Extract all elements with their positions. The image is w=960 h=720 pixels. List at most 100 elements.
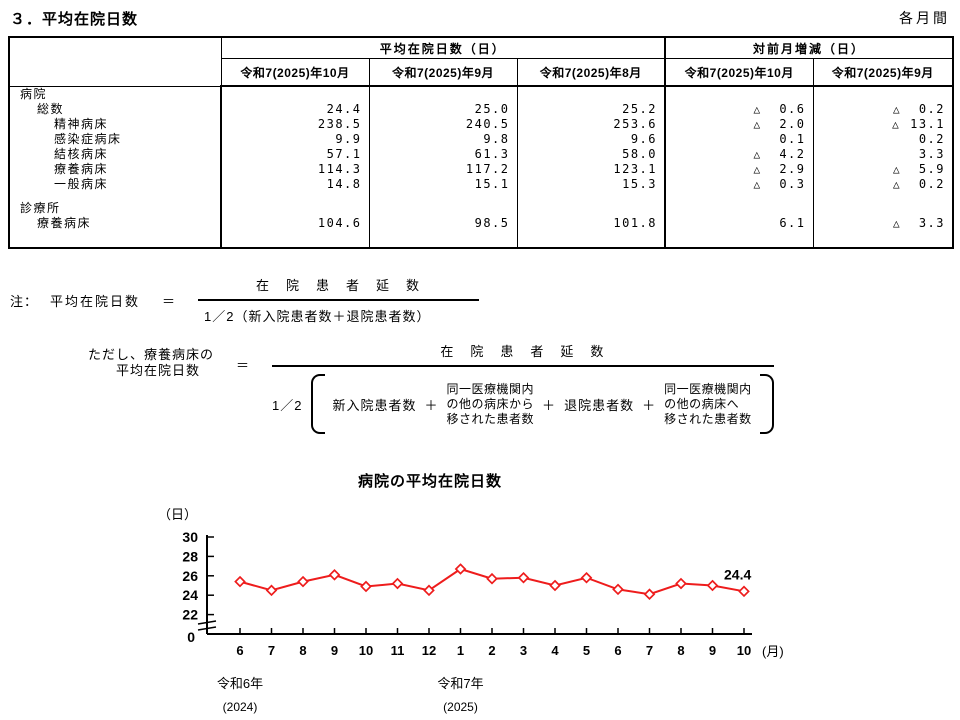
value-cell: 14.8 — [220, 177, 369, 192]
y-axis-unit-label: （日） — [158, 507, 197, 522]
group-header-average-stay: 平均在院日数（日） — [220, 36, 666, 59]
table-row: 感染症病床 9.9 9.8 9.6 0.1 0.2 — [9, 132, 953, 147]
axis-break-mark — [197, 626, 217, 631]
value-cell: 240.5 — [368, 117, 517, 132]
data-point-marker — [265, 584, 278, 597]
x-tick-label: 10 — [359, 643, 373, 658]
group-header-month-diff: 対前月増減（日） — [664, 36, 954, 59]
data-point-marker — [580, 571, 593, 584]
data-point-marker — [297, 575, 309, 588]
cell-number: 6.1 — [779, 216, 806, 230]
cell-number: 98.5 — [474, 216, 510, 230]
x-tick-label: 6 — [614, 643, 621, 658]
x-tick-label: 12 — [422, 643, 436, 658]
cell-number: 238.5 — [317, 117, 362, 131]
value-cell: 6.1 — [664, 216, 813, 248]
table-row: 一般病床 14.8 15.1 15.3 △ 0.3 △ 0.2 — [9, 177, 953, 192]
value-cell — [220, 192, 369, 216]
cell-number: 0.1 — [779, 132, 806, 146]
data-point-marker — [423, 584, 435, 597]
y-zero-label: 0 — [187, 629, 195, 645]
x-tick-label: 1 — [457, 643, 464, 658]
cell-number: 0.2 — [918, 132, 945, 146]
note-formula-average-stay: 注： 平均在院日数 ＝ 在 院 患 者 延 数 1／2（新入院患者数＋退院患者数… — [10, 275, 960, 325]
formula1-fraction: 在 院 患 者 延 数 1／2（新入院患者数＋退院患者数） — [198, 275, 480, 325]
cell-number: 9.8 — [483, 132, 510, 146]
cell-number: 114.3 — [317, 162, 362, 176]
cell-number: 0.2 — [918, 102, 945, 116]
data-point-marker — [612, 583, 624, 596]
value-cell — [664, 86, 813, 102]
value-cell: △ 13.1 — [812, 117, 953, 132]
data-point-marker — [738, 585, 750, 598]
value-cell: △ 0.6 — [664, 102, 813, 117]
y-tick-label: 24 — [182, 587, 198, 603]
value-cell: 101.8 — [516, 216, 665, 248]
value-cell: 253.6 — [516, 117, 665, 132]
formula1-denominator: 1／2（新入院患者数＋退院患者数） — [198, 299, 480, 325]
x-tick-label: 8 — [299, 643, 306, 658]
table-row: 総数 24.4 25.0 25.2 △ 0.6 △ 0.2 — [9, 102, 953, 117]
value-cell — [516, 192, 665, 216]
value-cell — [368, 192, 517, 216]
era-year-label: (2024) — [223, 700, 258, 714]
value-cell: △ 2.0 — [664, 117, 813, 132]
value-cell — [812, 86, 953, 102]
row-label: 結核病床 — [54, 147, 109, 161]
row-label: 療養病床 — [54, 162, 109, 176]
value-cell: △ 5.9 — [812, 162, 953, 177]
data-point-marker — [675, 577, 687, 590]
x-tick-label: 10 — [737, 643, 751, 658]
value-cell: 9.8 — [368, 132, 517, 147]
col-header-aug2025: 令和7(2025)年8月 — [516, 58, 666, 87]
cell-number: 25.0 — [474, 102, 510, 116]
value-cell — [812, 192, 953, 216]
data-point-marker — [486, 572, 498, 585]
table-row: 病院 — [9, 86, 953, 102]
cell-number: 101.8 — [613, 216, 657, 230]
formula2-lhs-line1: ただし、療養病床の — [88, 347, 215, 362]
formula2-fraction: 在 院 患 者 延 数 1／2 新入院患者数 ＋ 同一医療機関内 の他の病床から… — [272, 341, 774, 434]
value-cell — [220, 86, 369, 102]
formula2-equals: ＝ — [236, 358, 251, 373]
value-cell: 0.1 — [664, 132, 813, 147]
x-tick-label: 9 — [331, 643, 338, 658]
cell-number: 58.0 — [622, 147, 657, 161]
era-label: 令和7年 — [437, 676, 483, 691]
decrease-triangle-icon: △ — [753, 118, 761, 131]
value-cell: △ 3.3 — [812, 216, 953, 248]
page-header: ３．平均在院日数 各月間 — [0, 0, 960, 29]
decrease-triangle-icon: △ — [753, 163, 761, 176]
formula2-term-transferred-from: 同一医療機関内 の他の病床から 移された患者数 — [446, 381, 535, 426]
cell-number: 57.1 — [326, 147, 362, 161]
cell-number: 117.2 — [465, 162, 510, 176]
value-cell: 61.3 — [368, 147, 517, 162]
col-header-diff-sep2025: 令和7(2025)年9月 — [812, 58, 954, 87]
value-cell: 15.1 — [368, 177, 517, 192]
stub-header-cell — [8, 36, 222, 87]
plus-sign: ＋ — [642, 397, 657, 413]
formula2-denominator: 1／2 新入院患者数 ＋ 同一医療機関内 の他の病床から 移された患者数 ＋ 退… — [272, 365, 774, 434]
y-tick-label: 30 — [182, 529, 198, 545]
cell-number: 104.6 — [317, 216, 362, 230]
decrease-triangle-icon: △ — [753, 178, 761, 191]
value-cell: 123.1 — [516, 162, 665, 177]
plus-sign: ＋ — [424, 397, 439, 413]
cell-number: 3.3 — [918, 216, 945, 230]
table-row: 診療所 — [9, 192, 953, 216]
value-cell: 3.3 — [812, 147, 953, 162]
value-cell: 58.0 — [516, 147, 665, 162]
value-cell: △ 2.9 — [664, 162, 813, 177]
right-bracket — [759, 374, 774, 434]
decrease-triangle-icon: △ — [893, 103, 900, 116]
chart-title: 病院の平均在院日数 — [358, 472, 502, 490]
cell-number: 123.1 — [613, 162, 657, 176]
data-point-marker — [234, 575, 246, 588]
formula1-lhs: 平均在院日数 — [50, 293, 141, 309]
y-tick-label: 26 — [182, 568, 198, 584]
value-cell: 24.4 — [220, 102, 369, 117]
left-bracket — [310, 374, 325, 434]
formula2-term-discharges: 退院患者数 — [564, 397, 635, 413]
value-cell: △ 4.2 — [664, 147, 813, 162]
